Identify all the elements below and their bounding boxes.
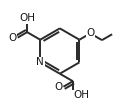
Text: O: O [9,33,17,43]
Text: OH: OH [73,90,89,100]
Text: N: N [36,57,44,67]
Text: O: O [54,82,63,92]
Text: OH: OH [19,13,35,23]
Text: O: O [87,28,95,38]
